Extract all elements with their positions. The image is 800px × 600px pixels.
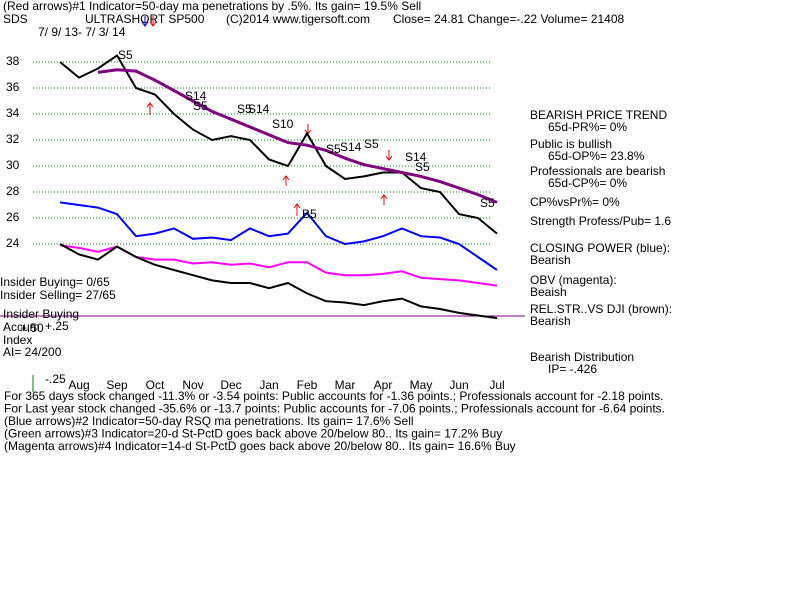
status-text: BEARISH PRICE TREND bbox=[530, 108, 667, 122]
x-tick-label: Jun bbox=[449, 378, 468, 392]
y-tick-label: 24 bbox=[6, 236, 20, 250]
y-tick-label: 26 bbox=[6, 210, 20, 224]
status-text: Beaish bbox=[530, 285, 567, 299]
signal-label: S5 bbox=[193, 99, 208, 113]
chart-title: (Red arrows)#1 Indicator=50-day ma penet… bbox=[3, 0, 421, 13]
accum-label: Index bbox=[3, 333, 32, 347]
x-tick-label: Feb bbox=[297, 378, 318, 392]
signal-label: S10 bbox=[272, 117, 294, 131]
accum-tick: -.25 bbox=[45, 372, 66, 386]
signal-label: S14 bbox=[248, 102, 270, 116]
insider-selling: Insider Selling= 27/65 bbox=[0, 288, 116, 302]
insider-label: Insider Buying bbox=[3, 307, 79, 321]
arrow bbox=[385, 150, 393, 161]
accum-tick: +.50 bbox=[20, 321, 44, 335]
signal-label: S5 bbox=[480, 196, 495, 210]
status-text: CLOSING POWER (blue): bbox=[530, 241, 670, 255]
accum-tick: +.25 bbox=[45, 319, 69, 333]
signal-label: S14 bbox=[340, 140, 362, 154]
signal-label: S5 bbox=[364, 137, 379, 151]
signal-label: S5 bbox=[118, 48, 133, 62]
series-line bbox=[59, 201, 498, 271]
status-text: IP= -.426 bbox=[548, 362, 597, 376]
y-tick-label: 38 bbox=[6, 54, 20, 68]
ai-label: AI= 24/200 bbox=[3, 345, 62, 359]
symbol: SDS bbox=[3, 12, 28, 26]
x-tick-label: Mar bbox=[335, 378, 356, 392]
status-text: Bearish bbox=[530, 314, 571, 328]
y-tick-label: 34 bbox=[6, 106, 20, 120]
x-tick-label: Aug bbox=[68, 378, 89, 392]
footer-text: (Magenta arrows)#4 Indicator=14-d St-Pct… bbox=[4, 439, 516, 453]
signal-label: S14 bbox=[185, 89, 207, 103]
series-line bbox=[59, 243, 498, 320]
quote: Close= 24.81 Change=-.22 Volume= 21408 bbox=[393, 12, 625, 26]
y-tick-label: 28 bbox=[6, 184, 20, 198]
arrow bbox=[293, 203, 301, 216]
y-tick-label: 36 bbox=[6, 80, 20, 94]
status-text: CP%vsPr%= 0% bbox=[530, 195, 620, 209]
arrow bbox=[146, 102, 154, 115]
x-tick-label: Jan bbox=[259, 378, 278, 392]
status-text: 65d-PR%= 0% bbox=[548, 120, 627, 134]
signal-label: S5 bbox=[237, 102, 252, 116]
series-line bbox=[59, 54, 498, 235]
y-tick-label: 30 bbox=[6, 158, 20, 172]
x-tick-label: Sep bbox=[106, 378, 128, 392]
signal-label: S14 bbox=[405, 150, 427, 164]
x-tick-label: Apr bbox=[374, 378, 393, 392]
arrow bbox=[141, 16, 149, 27]
status-text: Public is bullish bbox=[530, 137, 612, 151]
copyright: (C)2014 www.tigersoft.com bbox=[226, 12, 370, 26]
accum-label: Accum bbox=[3, 320, 40, 334]
arrow bbox=[282, 175, 290, 186]
footer-text: For 365 days stock changed -11.3% or -3.… bbox=[4, 389, 663, 403]
arrow bbox=[380, 194, 388, 205]
signal-label: B5 bbox=[302, 207, 317, 221]
x-tick-label: Oct bbox=[146, 378, 165, 392]
footer-text: (Blue arrows)#2 Indicator=50-day RSQ ma … bbox=[4, 414, 414, 428]
status-text: 65d-CP%= 0% bbox=[548, 176, 627, 190]
status-text: OBV (magenta): bbox=[530, 273, 617, 287]
date-range: 7/ 9/ 13- 7/ 3/ 14 bbox=[38, 25, 126, 39]
arrow bbox=[149, 16, 157, 27]
signal-label: S5 bbox=[415, 160, 430, 174]
x-tick-label: Nov bbox=[182, 378, 203, 392]
x-tick-label: Jul bbox=[489, 378, 504, 392]
insider-buying: Insider Buying= 0/65 bbox=[0, 275, 110, 289]
x-tick-label: May bbox=[410, 378, 433, 392]
status-text: 65d-OP%= 23.8% bbox=[548, 149, 645, 163]
status-text: Strength Profess/Pub= 1.6 bbox=[530, 214, 671, 228]
y-tick-label: 32 bbox=[6, 132, 20, 146]
footer-text: For Last year stock changed -35.6% or -1… bbox=[4, 402, 665, 416]
series-line bbox=[97, 68, 498, 204]
status-text: Bearish Distribution bbox=[530, 350, 634, 364]
status-text: REL.STR..VS DJI (brown): bbox=[530, 302, 672, 316]
x-tick-label: Dec bbox=[220, 378, 241, 392]
status-text: Professionals are bearish bbox=[530, 164, 665, 178]
footer-text: (Green arrows)#3 Indicator=20-d St-PctD … bbox=[4, 427, 502, 441]
signal-label: S5 bbox=[326, 142, 341, 156]
status-text: Bearish bbox=[530, 253, 571, 267]
